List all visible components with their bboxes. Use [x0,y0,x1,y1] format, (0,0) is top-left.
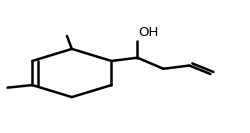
Text: OH: OH [139,26,159,40]
